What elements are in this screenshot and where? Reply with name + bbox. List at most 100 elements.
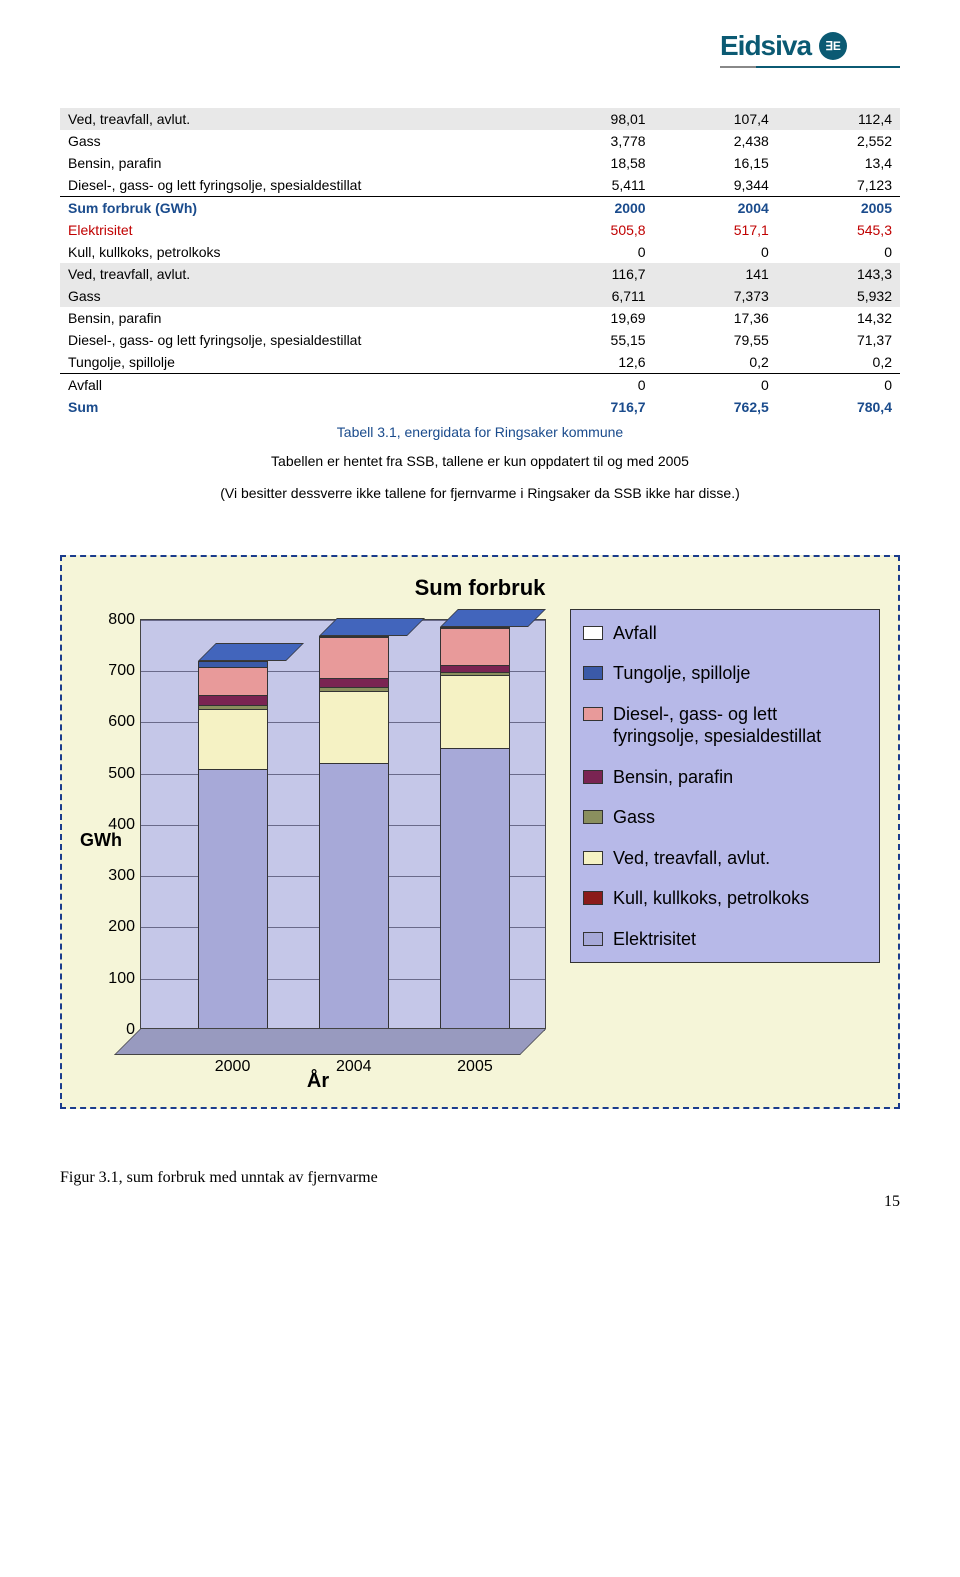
bar-segment	[198, 709, 268, 769]
legend-label: Elektrisitet	[613, 928, 696, 951]
row-label: Sum	[60, 396, 530, 418]
table-caption: Tabell 3.1, energidata for Ringsaker kom…	[60, 424, 900, 440]
row-value: 2,552	[777, 130, 900, 152]
legend-label: Kull, kullkoks, petrolkoks	[613, 887, 809, 910]
bar-3d-top	[198, 643, 304, 661]
row-value: 0	[654, 241, 777, 263]
row-label: Bensin, parafin	[60, 152, 530, 174]
legend-swatch	[583, 810, 603, 824]
legend-label: Diesel-, gass- og lett fyringsolje, spes…	[613, 703, 867, 748]
row-label: Gass	[60, 285, 530, 307]
row-label: Ved, treavfall, avlut.	[60, 108, 530, 130]
row-value: 780,4	[777, 396, 900, 418]
logo-text: Eidsiva	[720, 30, 811, 62]
row-value: 2004	[654, 197, 777, 220]
bar-group: 2004	[319, 636, 389, 1028]
y-tick-label: 400	[108, 816, 141, 834]
row-value: 98,01	[530, 108, 653, 130]
legend-item: Elektrisitet	[583, 928, 867, 951]
row-value: 716,7	[530, 396, 653, 418]
bar-3d-top	[319, 618, 425, 636]
page-number: 15	[60, 1193, 900, 1211]
row-value: 55,15	[530, 329, 653, 351]
row-value: 71,37	[777, 329, 900, 351]
legend-item: Bensin, parafin	[583, 766, 867, 789]
row-label: Bensin, parafin	[60, 307, 530, 329]
energy-table: Ved, treavfall, avlut.98,01107,4112,4Gas…	[60, 108, 900, 418]
row-value: 141	[654, 263, 777, 285]
bar-segment	[319, 691, 389, 763]
logo-underline	[720, 66, 900, 68]
legend-swatch	[583, 891, 603, 905]
legend-label: Bensin, parafin	[613, 766, 733, 789]
row-value: 7,373	[654, 285, 777, 307]
row-label: Ved, treavfall, avlut.	[60, 263, 530, 285]
chart-title: Sum forbruk	[80, 575, 880, 601]
row-value: 13,4	[777, 152, 900, 174]
y-tick-label: 500	[108, 765, 141, 783]
bar-segment	[319, 763, 389, 1028]
table-row: Elektrisitet505,8517,1545,3	[60, 219, 900, 241]
row-value: 0	[654, 374, 777, 397]
table-row: Kull, kullkoks, petrolkoks000	[60, 241, 900, 263]
y-tick-label: 100	[108, 970, 141, 988]
table-row: Gass3,7782,4382,552	[60, 130, 900, 152]
chart-legend: AvfallTungolje, spilloljeDiesel-, gass- …	[570, 609, 880, 964]
legend-label: Gass	[613, 806, 655, 829]
row-value: 2,438	[654, 130, 777, 152]
y-tick-label: 800	[108, 611, 141, 629]
row-value: 0	[530, 374, 653, 397]
row-value: 762,5	[654, 396, 777, 418]
bar-segment	[198, 695, 268, 705]
row-value: 545,3	[777, 219, 900, 241]
table-row: Diesel-, gass- og lett fyringsolje, spes…	[60, 174, 900, 197]
row-value: 116,7	[530, 263, 653, 285]
table-row: Avfall000	[60, 374, 900, 397]
table-row: Bensin, parafin19,6917,3614,32	[60, 307, 900, 329]
row-value: 14,32	[777, 307, 900, 329]
row-value: 2000	[530, 197, 653, 220]
bar-group: 2005	[440, 627, 510, 1028]
row-value: 5,932	[777, 285, 900, 307]
logo: Eidsiva ∃E	[720, 30, 900, 68]
legend-swatch	[583, 770, 603, 784]
legend-item: Gass	[583, 806, 867, 829]
table-row: Sum forbruk (GWh)200020042005	[60, 197, 900, 220]
row-value: 18,58	[530, 152, 653, 174]
figure-caption: Figur 3.1, sum forbruk med unntak av fje…	[60, 1169, 900, 1187]
legend-label: Ved, treavfall, avlut.	[613, 847, 770, 870]
bar-group: 2000	[198, 661, 268, 1028]
bar-3d-top	[440, 609, 546, 627]
x-tick-label: 2005	[440, 1058, 510, 1076]
row-value: 5,411	[530, 174, 653, 197]
row-value: 517,1	[654, 219, 777, 241]
row-label: Kull, kullkoks, petrolkoks	[60, 241, 530, 263]
row-value: 0,2	[777, 351, 900, 374]
bar-segment	[440, 665, 510, 672]
row-value: 143,3	[777, 263, 900, 285]
bar-segment	[319, 678, 389, 687]
row-value: 3,778	[530, 130, 653, 152]
legend-item: Kull, kullkoks, petrolkoks	[583, 887, 867, 910]
y-tick-label: 700	[108, 662, 141, 680]
row-value: 7,123	[777, 174, 900, 197]
row-label: Diesel-, gass- og lett fyringsolje, spes…	[60, 174, 530, 197]
y-tick-label: 200	[108, 918, 141, 936]
row-label: Gass	[60, 130, 530, 152]
chart-plot: GWh 010020030040050060070080020002004200…	[80, 609, 556, 1089]
bar-segment	[440, 628, 510, 665]
table-row: Diesel-, gass- og lett fyringsolje, spes…	[60, 329, 900, 351]
table-row: Bensin, parafin18,5816,1513,4	[60, 152, 900, 174]
legend-item: Diesel-, gass- og lett fyringsolje, spes…	[583, 703, 867, 748]
row-value: 79,55	[654, 329, 777, 351]
row-value: 0	[777, 374, 900, 397]
bar-segment	[198, 769, 268, 1028]
row-value: 16,15	[654, 152, 777, 174]
legend-swatch	[583, 932, 603, 946]
legend-swatch	[583, 851, 603, 865]
bar-segment	[319, 637, 389, 678]
row-value: 2005	[777, 197, 900, 220]
legend-item: Tungolje, spillolje	[583, 662, 867, 685]
row-value: 0	[777, 241, 900, 263]
y-tick-label: 600	[108, 713, 141, 731]
